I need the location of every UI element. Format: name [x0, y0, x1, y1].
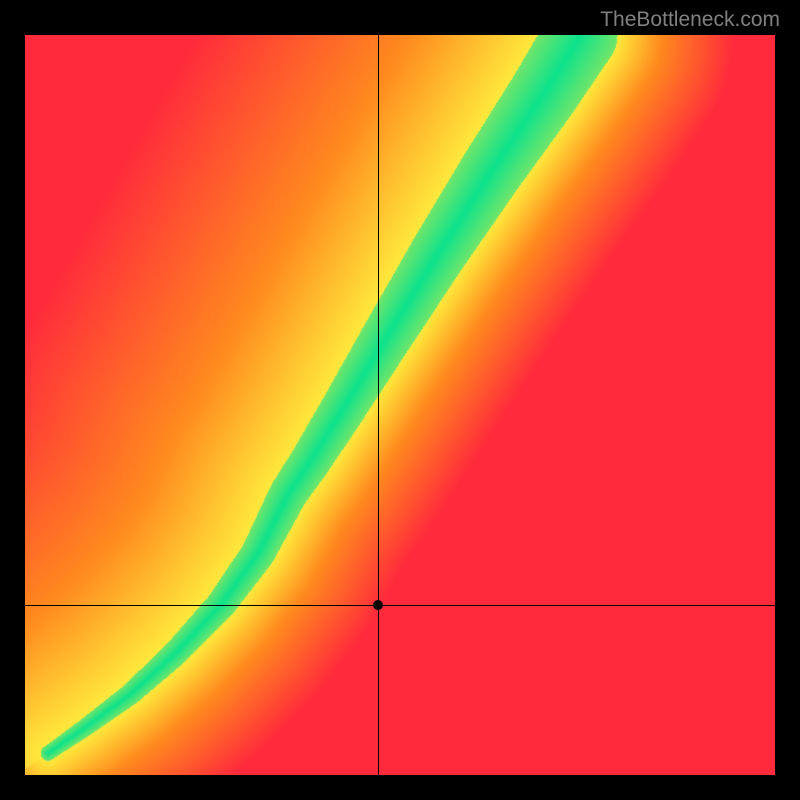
crosshair-vertical — [378, 35, 379, 775]
watermark-text: TheBottleneck.com — [600, 8, 780, 32]
chart-container: TheBottleneck.com — [0, 0, 800, 800]
heatmap-canvas — [25, 35, 775, 775]
crosshair-horizontal — [25, 605, 775, 606]
marker-dot — [373, 600, 383, 610]
plot-area — [25, 35, 775, 775]
